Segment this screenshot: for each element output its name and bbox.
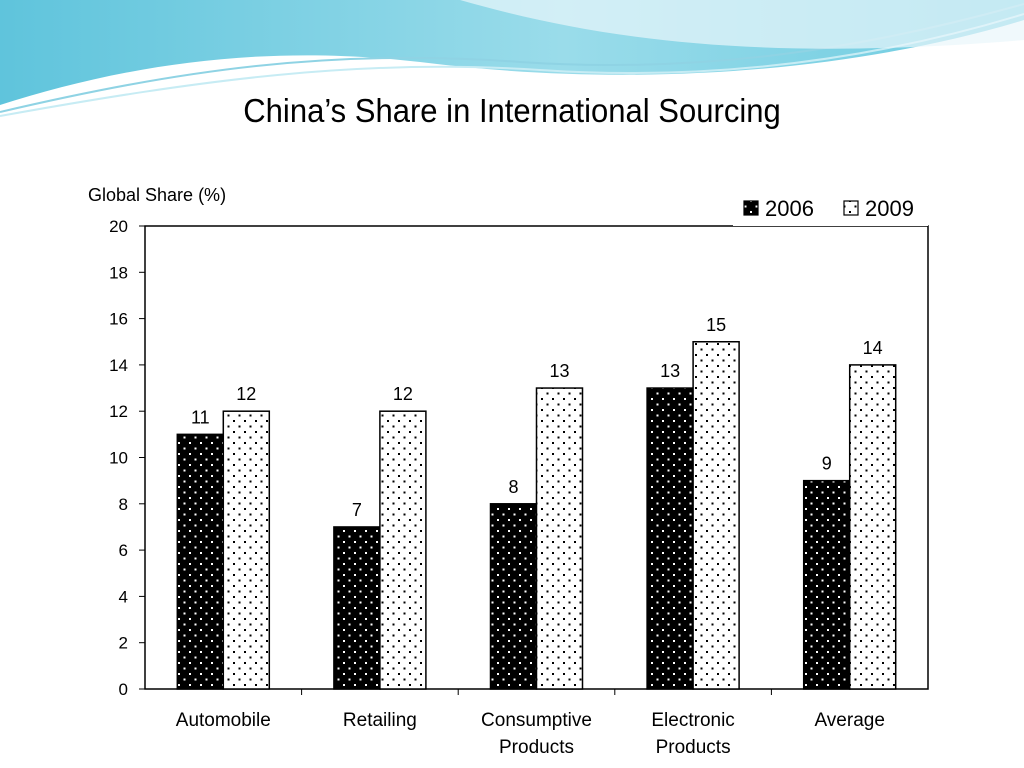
data-label-2009-0: 12 (236, 384, 256, 404)
y-tick-label-9: 18 (109, 263, 128, 282)
bar-2006-4 (802, 479, 851, 690)
legend-swatch-2009 (843, 200, 859, 216)
x-tick-label-1-0: Retailing (343, 710, 417, 731)
data-label-2009-2: 13 (549, 361, 569, 381)
data-label-2006-2: 8 (508, 477, 518, 497)
bar-2009-4 (848, 364, 897, 690)
x-tick-label-4-0: Average (814, 710, 884, 731)
legend-label-2006: 2006 (765, 196, 814, 221)
data-label-2009-1: 12 (393, 384, 413, 404)
y-tick-label-6: 12 (109, 402, 128, 421)
x-tick-label-0-0: Automobile (176, 710, 271, 731)
x-tick-label-3-0: Electronic (651, 710, 734, 731)
legend (733, 189, 928, 226)
bar-2006-0 (176, 433, 225, 690)
data-label-2009-4: 14 (863, 338, 883, 358)
bar-2006-1 (333, 526, 381, 690)
bar-2009-2 (535, 387, 584, 690)
bar-2009-1 (379, 410, 427, 690)
y-axis-label: Global Share (%) (88, 185, 226, 205)
y-tick-label-1: 2 (119, 634, 128, 653)
bar-2009-3 (692, 341, 740, 690)
y-tick-label-3: 6 (119, 541, 128, 560)
data-label-2009-3: 15 (706, 315, 726, 335)
data-label-2006-4: 9 (822, 454, 832, 474)
data-label-2006-3: 13 (660, 361, 680, 381)
slide-title: China’s Share in International Sourcing (243, 92, 781, 129)
header-banner (0, 0, 1024, 117)
x-tick-label-2-1: Products (499, 737, 574, 758)
y-tick-label-10: 20 (109, 217, 128, 236)
data-label-2006-0: 11 (191, 407, 210, 427)
y-tick-label-8: 16 (109, 310, 128, 329)
x-tick-label-3-1: Products (656, 737, 731, 758)
bar-2006-2 (489, 503, 538, 690)
y-tick-label-4: 8 (119, 495, 128, 514)
bar-2009-0 (222, 410, 271, 690)
y-tick-label-7: 14 (109, 356, 128, 375)
y-tick-label-5: 10 (109, 449, 128, 468)
y-tick-label-2: 4 (119, 587, 128, 606)
y-tick-label-0: 0 (119, 680, 128, 699)
x-tick-label-2-0: Consumptive (481, 710, 592, 731)
legend-swatch-2006 (743, 200, 759, 216)
bar-2006-3 (646, 387, 694, 690)
legend-label-2009: 2009 (865, 196, 914, 221)
data-label-2006-1: 7 (352, 500, 362, 520)
